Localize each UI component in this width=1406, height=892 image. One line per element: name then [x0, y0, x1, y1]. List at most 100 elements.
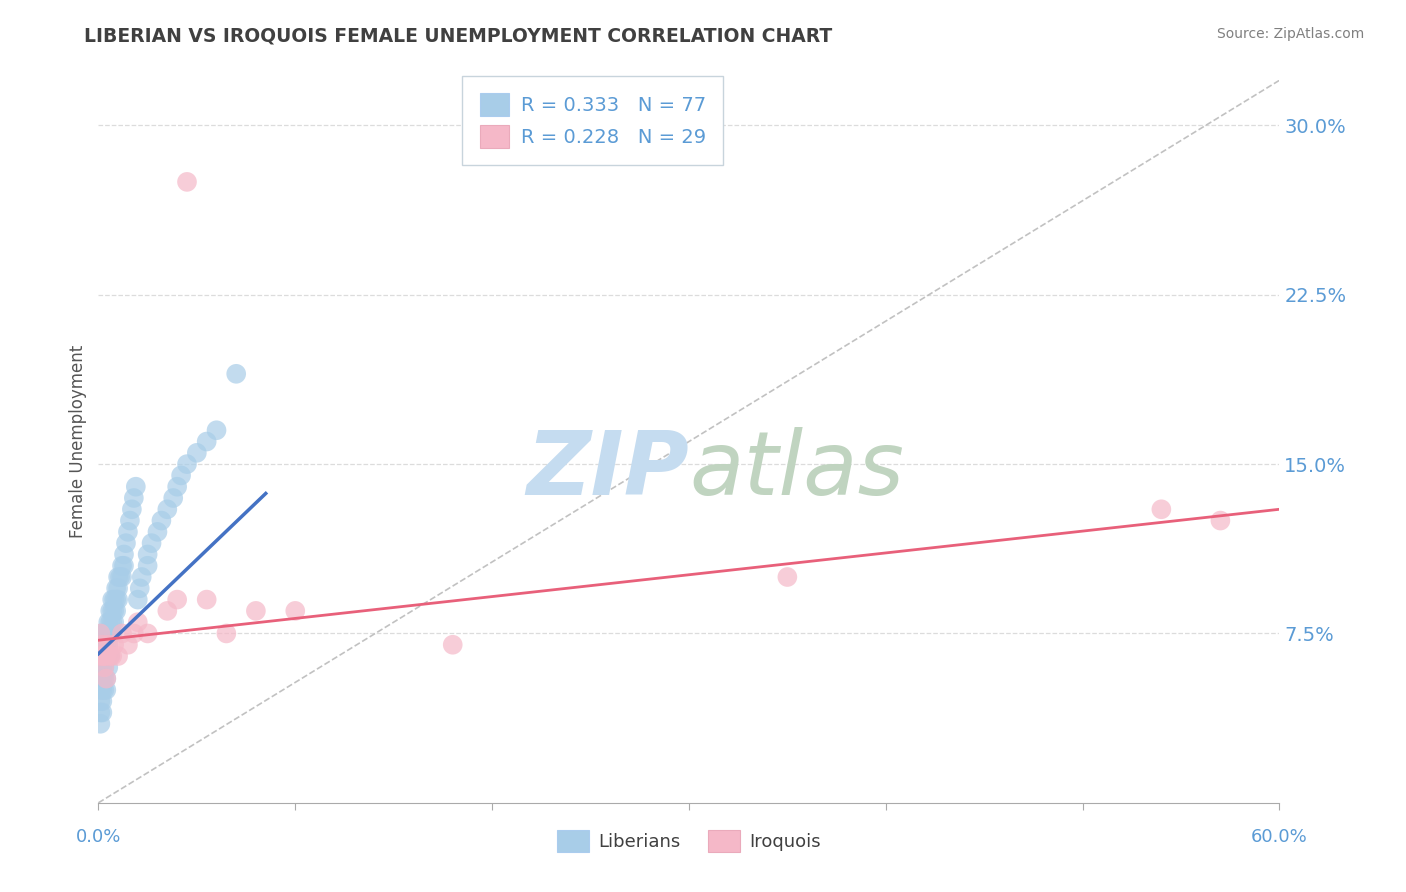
Point: [91, 638, 114, 652]
Point: [97, 638, 120, 652]
Point: [89, 626, 111, 640]
Point: [103, 615, 125, 630]
Text: 0.0%: 0.0%: [76, 828, 121, 846]
Point: [117, 524, 139, 539]
Legend: Liberians, Iroquois: Liberians, Iroquois: [550, 822, 828, 859]
Point: [91, 638, 114, 652]
Point: [776, 570, 799, 584]
Point: [176, 175, 198, 189]
Point: [162, 491, 184, 505]
Point: [96, 672, 118, 686]
Point: [89, 672, 111, 686]
Point: [97, 638, 120, 652]
Point: [96, 648, 118, 663]
Point: [121, 502, 143, 516]
Point: [89, 716, 111, 731]
Point: [96, 648, 118, 663]
Point: [131, 570, 153, 584]
Point: [441, 638, 464, 652]
Point: [195, 434, 218, 449]
Point: [98, 648, 121, 663]
Point: [117, 638, 139, 652]
Point: [93, 672, 115, 686]
Point: [128, 582, 150, 596]
Point: [1209, 514, 1232, 528]
Point: [111, 570, 134, 584]
Point: [284, 604, 307, 618]
Point: [98, 615, 121, 630]
Point: [98, 648, 121, 663]
Point: [136, 558, 159, 573]
Point: [105, 592, 128, 607]
Point: [146, 524, 169, 539]
Point: [122, 491, 145, 505]
Point: [89, 626, 111, 640]
Point: [103, 592, 125, 607]
Point: [156, 502, 179, 516]
Point: [101, 615, 124, 630]
Point: [89, 638, 111, 652]
Point: [170, 468, 193, 483]
Point: [97, 648, 120, 663]
Point: [96, 626, 118, 640]
Point: [97, 626, 120, 640]
Point: [91, 648, 114, 663]
Point: [93, 682, 115, 697]
Y-axis label: Female Unemployment: Female Unemployment: [69, 345, 87, 538]
Point: [93, 626, 115, 640]
Point: [141, 536, 163, 550]
Point: [195, 592, 218, 607]
Point: [107, 592, 129, 607]
Text: atlas: atlas: [689, 427, 904, 514]
Point: [176, 457, 198, 471]
Point: [108, 570, 131, 584]
Point: [225, 367, 247, 381]
Point: [93, 648, 115, 663]
Point: [111, 626, 134, 640]
Point: [186, 446, 208, 460]
Text: Source: ZipAtlas.com: Source: ZipAtlas.com: [1216, 27, 1364, 41]
Point: [122, 626, 145, 640]
Point: [127, 592, 149, 607]
Point: [97, 615, 120, 630]
Point: [156, 604, 179, 618]
Point: [245, 604, 267, 618]
Point: [150, 514, 173, 528]
Point: [89, 648, 111, 663]
Point: [96, 638, 118, 652]
Point: [105, 582, 128, 596]
Point: [91, 694, 114, 708]
Point: [101, 604, 124, 618]
Point: [118, 514, 141, 528]
Point: [1150, 502, 1173, 516]
Point: [89, 682, 111, 697]
Point: [97, 660, 120, 674]
Point: [98, 626, 121, 640]
Point: [166, 592, 188, 607]
Point: [103, 604, 125, 618]
Point: [215, 626, 238, 640]
Point: [107, 648, 129, 663]
Point: [89, 660, 111, 674]
Point: [101, 592, 124, 607]
Point: [93, 660, 115, 674]
Point: [91, 648, 114, 663]
Text: ZIP: ZIP: [526, 427, 689, 514]
Point: [93, 660, 115, 674]
Point: [91, 706, 114, 720]
Point: [98, 604, 121, 618]
Point: [103, 638, 125, 652]
Point: [112, 548, 135, 562]
Point: [136, 548, 159, 562]
Point: [125, 480, 148, 494]
Point: [107, 582, 129, 596]
Point: [96, 672, 118, 686]
Point: [101, 626, 124, 640]
Point: [107, 570, 129, 584]
Point: [89, 706, 111, 720]
Point: [89, 694, 111, 708]
Point: [96, 682, 118, 697]
Point: [101, 648, 124, 663]
Point: [166, 480, 188, 494]
Point: [111, 558, 134, 573]
